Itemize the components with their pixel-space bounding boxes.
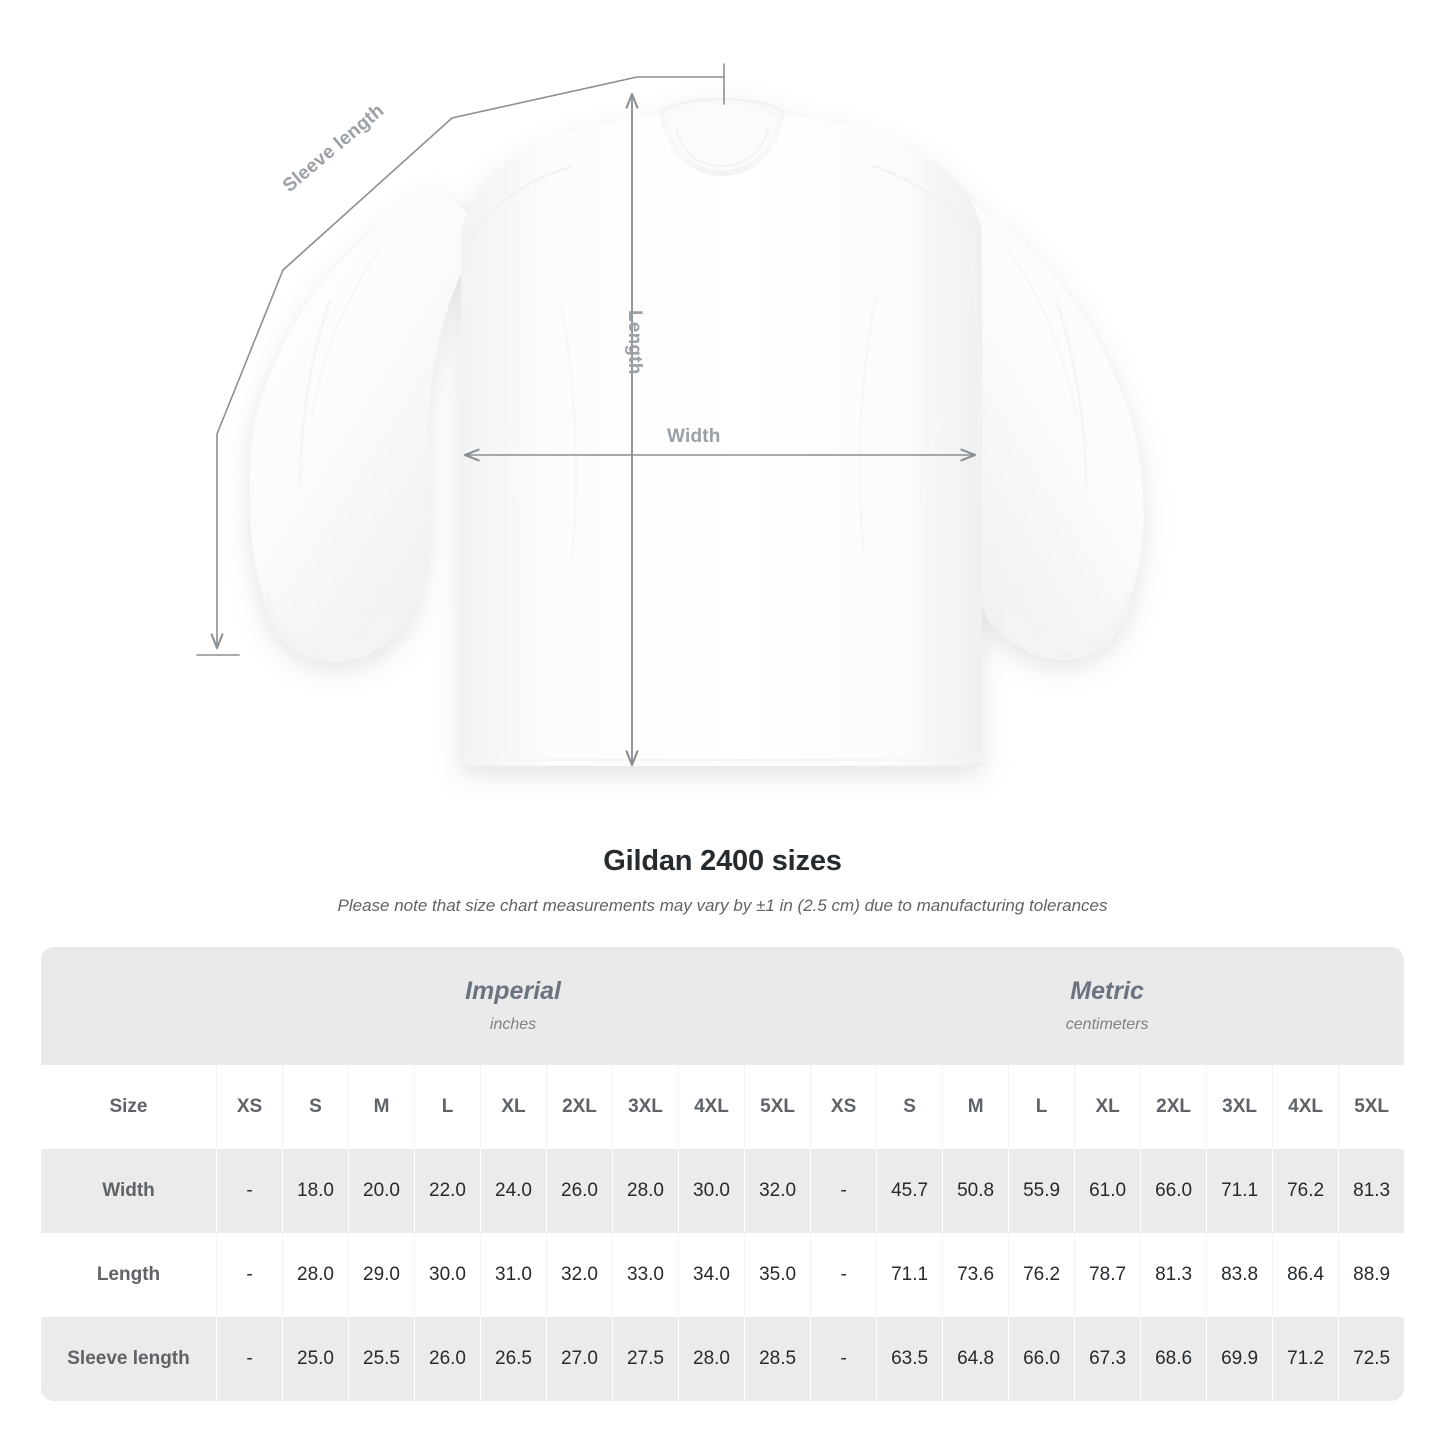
cell-sleeve-imperial-5xl: 28.5 xyxy=(744,1317,811,1401)
cell-sleeve-metric-xl: 67.3 xyxy=(1074,1317,1141,1401)
cell-width-imperial-m: 20.0 xyxy=(348,1149,414,1233)
cell-sleeve-imperial-xl: 26.5 xyxy=(480,1317,546,1401)
header-imperial-5xl: 5XL xyxy=(744,1065,811,1149)
cell-width-metric-5xl: 81.3 xyxy=(1338,1149,1405,1233)
header-imperial-3xl: 3XL xyxy=(612,1065,678,1149)
header-size-label: Size xyxy=(41,1065,216,1149)
tolerance-note: Please note that size chart measurements… xyxy=(337,896,1108,915)
cell-sleeve-metric-5xl: 72.5 xyxy=(1338,1317,1405,1401)
cell-length-imperial-xl: 31.0 xyxy=(480,1233,546,1317)
title-block: Gildan 2400 sizes Please note that size … xyxy=(0,845,1445,916)
cell-width-metric-s: 45.7 xyxy=(876,1149,943,1233)
table-row: Width - 18.0 20.0 22.0 24.0 26.0 28.0 30… xyxy=(41,1149,1405,1233)
cell-length-metric-4xl: 86.4 xyxy=(1272,1233,1339,1317)
cell-sleeve-metric-3xl: 69.9 xyxy=(1206,1317,1273,1401)
header-metric-2xl: 2XL xyxy=(1140,1065,1207,1149)
cell-width-metric-l: 55.9 xyxy=(1008,1149,1075,1233)
unit-band-spacer xyxy=(41,947,216,1065)
header-metric-3xl: 3XL xyxy=(1206,1065,1273,1149)
header-metric-xs: XS xyxy=(810,1065,877,1149)
cell-sleeve-imperial-2xl: 27.0 xyxy=(546,1317,612,1401)
cell-length-metric-s: 71.1 xyxy=(876,1233,943,1317)
cell-sleeve-metric-4xl: 71.2 xyxy=(1272,1317,1339,1401)
cell-sleeve-imperial-m: 25.5 xyxy=(348,1317,414,1401)
cell-sleeve-metric-s: 63.5 xyxy=(876,1317,943,1401)
garment-diagram: Sleeve length Length Width xyxy=(196,63,1144,830)
header-imperial-2xl: 2XL xyxy=(546,1065,612,1149)
header-metric-5xl: 5XL xyxy=(1338,1065,1405,1149)
header-imperial-4xl: 4XL xyxy=(678,1065,744,1149)
cell-width-imperial-xl: 24.0 xyxy=(480,1149,546,1233)
width-dimension-label: Width xyxy=(667,426,721,447)
header-metric-s: S xyxy=(876,1065,943,1149)
cell-length-imperial-4xl: 34.0 xyxy=(678,1233,744,1317)
cell-sleeve-imperial-s: 25.0 xyxy=(282,1317,348,1401)
garment-illustration xyxy=(196,63,1144,830)
cell-width-imperial-xs: - xyxy=(216,1149,282,1233)
cell-length-metric-l: 76.2 xyxy=(1008,1233,1075,1317)
cell-sleeve-metric-xs: - xyxy=(810,1317,877,1401)
header-metric-4xl: 4XL xyxy=(1272,1065,1339,1149)
header-imperial-xs: XS xyxy=(216,1065,282,1149)
page-title: Gildan 2400 sizes xyxy=(603,845,842,877)
cell-length-metric-3xl: 83.8 xyxy=(1206,1233,1273,1317)
cell-length-imperial-l: 30.0 xyxy=(414,1233,480,1317)
garment-body-group xyxy=(249,97,1144,766)
cell-length-imperial-xs: - xyxy=(216,1233,282,1317)
row-label-sleeve-length: Sleeve length xyxy=(41,1317,216,1401)
table-row: Sleeve length - 25.0 25.5 26.0 26.5 27.0… xyxy=(41,1317,1405,1401)
cell-width-metric-m: 50.8 xyxy=(942,1149,1009,1233)
cell-length-metric-xl: 78.7 xyxy=(1074,1233,1141,1317)
table-row: Length - 28.0 29.0 30.0 31.0 32.0 33.0 3… xyxy=(41,1233,1405,1317)
cell-sleeve-metric-l: 66.0 xyxy=(1008,1317,1075,1401)
cell-width-imperial-2xl: 26.0 xyxy=(546,1149,612,1233)
header-imperial-m: M xyxy=(348,1065,414,1149)
cell-sleeve-imperial-3xl: 27.5 xyxy=(612,1317,678,1401)
cell-length-imperial-3xl: 33.0 xyxy=(612,1233,678,1317)
cell-length-metric-2xl: 81.3 xyxy=(1140,1233,1207,1317)
dimension-lines xyxy=(196,63,975,765)
header-imperial-s: S xyxy=(282,1065,348,1149)
cell-length-imperial-m: 29.0 xyxy=(348,1233,414,1317)
header-metric-xl: XL xyxy=(1074,1065,1141,1149)
unit-section-imperial: Imperial inches xyxy=(216,947,811,1065)
header-imperial-xl: XL xyxy=(480,1065,546,1149)
header-metric-m: M xyxy=(942,1065,1009,1149)
unit-name-metric: Metric xyxy=(1070,976,1144,1005)
cell-width-imperial-3xl: 28.0 xyxy=(612,1149,678,1233)
cell-length-metric-5xl: 88.9 xyxy=(1338,1233,1405,1317)
row-label-width: Width xyxy=(41,1149,216,1233)
cell-length-metric-xs: - xyxy=(810,1233,877,1317)
cell-length-metric-m: 73.6 xyxy=(942,1233,1009,1317)
cell-sleeve-metric-m: 64.8 xyxy=(942,1317,1009,1401)
cell-width-imperial-5xl: 32.0 xyxy=(744,1149,811,1233)
cell-sleeve-imperial-xs: - xyxy=(216,1317,282,1401)
unit-band-row: Imperial inches Metric centimeters xyxy=(41,947,1405,1065)
size-chart-table-wrapper: Imperial inches Metric centimeters Size … xyxy=(41,947,1405,1401)
cell-length-imperial-2xl: 32.0 xyxy=(546,1233,612,1317)
length-dimension-label: Length xyxy=(624,310,645,375)
cell-sleeve-imperial-l: 26.0 xyxy=(414,1317,480,1401)
cell-sleeve-imperial-4xl: 28.0 xyxy=(678,1317,744,1401)
unit-sub-imperial: inches xyxy=(489,1016,537,1034)
cell-width-imperial-4xl: 30.0 xyxy=(678,1149,744,1233)
cell-sleeve-metric-2xl: 68.6 xyxy=(1140,1317,1207,1401)
cell-width-metric-3xl: 71.1 xyxy=(1206,1149,1273,1233)
cell-length-imperial-5xl: 35.0 xyxy=(744,1233,811,1317)
header-metric-l: L xyxy=(1008,1065,1075,1149)
cell-width-metric-xl: 61.0 xyxy=(1074,1149,1141,1233)
unit-name-imperial: Imperial xyxy=(465,976,561,1005)
header-imperial-l: L xyxy=(414,1065,480,1149)
cell-length-imperial-s: 28.0 xyxy=(282,1233,348,1317)
size-header-row: Size XS S M L XL 2XL 3XL 4XL 5XL XS S M … xyxy=(41,1065,1405,1149)
cell-width-metric-2xl: 66.0 xyxy=(1140,1149,1207,1233)
cell-width-metric-4xl: 76.2 xyxy=(1272,1149,1339,1233)
cell-width-imperial-l: 22.0 xyxy=(414,1149,480,1233)
cell-width-imperial-s: 18.0 xyxy=(282,1149,348,1233)
unit-section-metric: Metric centimeters xyxy=(810,947,1405,1065)
row-label-length: Length xyxy=(41,1233,216,1317)
size-chart-table: Imperial inches Metric centimeters Size … xyxy=(41,947,1405,1401)
cell-width-metric-xs: - xyxy=(810,1149,877,1233)
unit-sub-metric: centimeters xyxy=(1065,1016,1149,1034)
